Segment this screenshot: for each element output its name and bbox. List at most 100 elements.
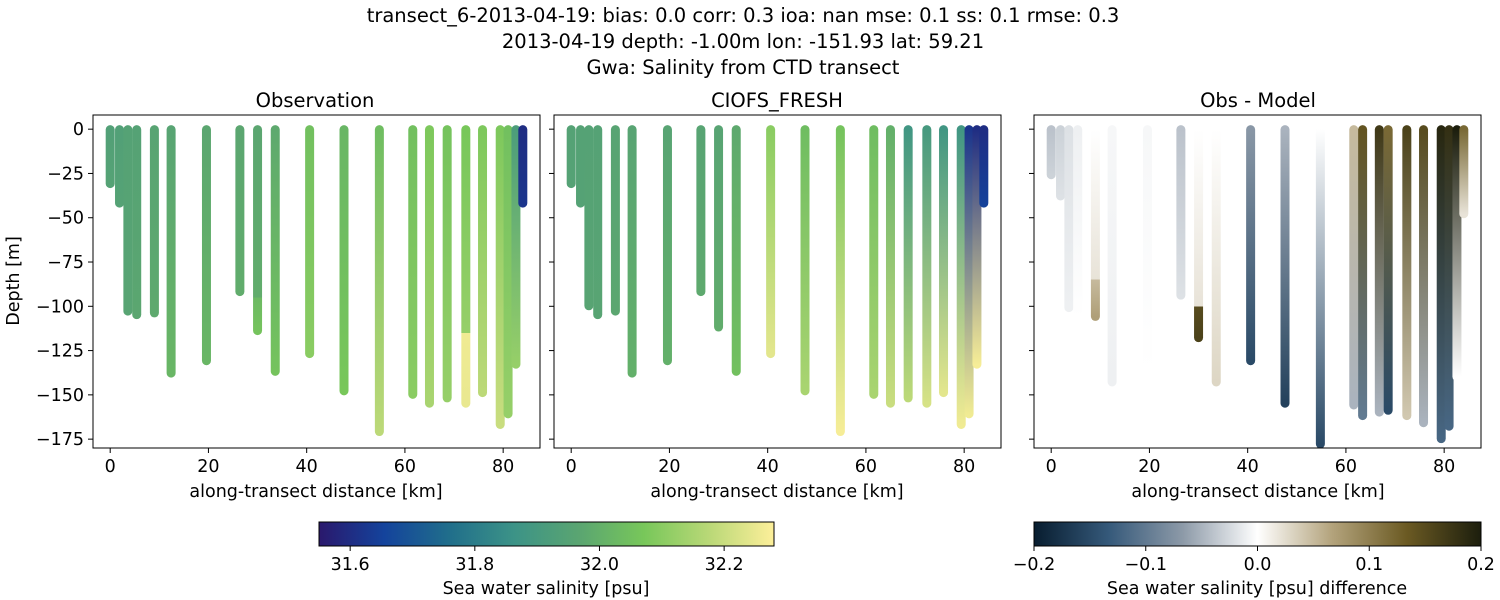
cast-1-10 bbox=[766, 125, 776, 359]
observation-x-axis-label: along-transect distance [km] bbox=[189, 482, 442, 502]
x-tick-label-1-40: 40 bbox=[757, 457, 779, 477]
cast-0-21 bbox=[518, 125, 528, 208]
cast-1-19 bbox=[964, 125, 974, 419]
x-tick-label-0-80: 80 bbox=[492, 457, 514, 477]
cast-0-11 bbox=[339, 125, 349, 396]
difference-casts bbox=[1046, 125, 1469, 449]
model-panel-title: CIOFS_FRESH bbox=[711, 89, 843, 112]
cast-1-1 bbox=[576, 125, 586, 208]
x-tick-label-2-20: 20 bbox=[1138, 457, 1160, 477]
colorbar-tick-label-1-1: −0.1 bbox=[1125, 555, 1168, 575]
x-tick-label-0-60: 60 bbox=[394, 457, 416, 477]
cast-0-19 bbox=[503, 125, 513, 419]
cast-2-8 bbox=[1194, 125, 1204, 343]
colorbar-tick-label-1-4: 0.2 bbox=[1467, 555, 1495, 575]
cast-2-7 bbox=[1176, 125, 1186, 300]
colorbar-tick-label-1-2: 0.0 bbox=[1244, 555, 1272, 575]
model-x-axis-label: along-transect distance [km] bbox=[650, 482, 903, 502]
x-tick-label-2-60: 60 bbox=[1335, 457, 1357, 477]
depth-axis-label: Depth [m] bbox=[4, 236, 24, 326]
cast-2-12 bbox=[1315, 125, 1325, 449]
cast-2-17 bbox=[1402, 125, 1412, 421]
x-tick-label-2-0: 0 bbox=[1046, 457, 1057, 477]
cast-1-8 bbox=[714, 125, 724, 332]
cast-0-0 bbox=[105, 125, 115, 189]
salinity-colorbar-ticks: 31.6 31.8 32.0 32.2 bbox=[331, 546, 744, 575]
y-tick-label--125: −125 bbox=[36, 342, 84, 362]
difference-colorbar-ticks: −0.2 −0.1 0.0 0.1 0.2 bbox=[1013, 546, 1495, 575]
observation-casts bbox=[105, 125, 528, 437]
cast-2-0 bbox=[1046, 125, 1056, 180]
x-tick-label-1-20: 20 bbox=[658, 457, 680, 477]
salinity-colorbar-bar bbox=[318, 521, 775, 547]
salinity-colorbar: 31.6 31.8 32.0 32.2 Sea water salinity [psu… bbox=[318, 521, 775, 599]
y-tick-label-0: 0 bbox=[73, 120, 84, 140]
y-tick-label--100: −100 bbox=[36, 297, 84, 317]
cast-2-3 bbox=[1073, 125, 1083, 321]
x-tick-label-0-0: 0 bbox=[105, 457, 116, 477]
cast-0-13 bbox=[408, 125, 418, 399]
cast-0-12 bbox=[374, 125, 384, 437]
cast-2-4 bbox=[1090, 125, 1100, 321]
cast-1-12 bbox=[835, 125, 845, 437]
cast-2-18 bbox=[1419, 125, 1429, 428]
cast-1-4 bbox=[610, 125, 620, 316]
cast-2-9 bbox=[1211, 125, 1221, 387]
cast-2-1 bbox=[1056, 125, 1066, 201]
model-plot-frame bbox=[553, 114, 1002, 449]
cast-2-14 bbox=[1358, 125, 1368, 421]
model-y-axis bbox=[549, 128, 554, 440]
cast-0-14 bbox=[424, 125, 434, 408]
cast-1-20 bbox=[972, 125, 982, 369]
cast-1-9 bbox=[731, 125, 741, 376]
cast-0-2 bbox=[123, 125, 133, 316]
cast-2-10 bbox=[1246, 125, 1256, 366]
difference-colorbar-bar bbox=[1033, 521, 1482, 547]
cast-1-2 bbox=[584, 125, 594, 311]
x-tick-label-2-80: 80 bbox=[1433, 457, 1455, 477]
difference-plot-frame bbox=[1033, 114, 1482, 449]
cast-0-10 bbox=[305, 125, 315, 359]
colorbar-tick-label-0-3: 32.2 bbox=[705, 555, 744, 575]
cast-1-18 bbox=[956, 125, 966, 429]
x-tick-label-1-80: 80 bbox=[953, 457, 975, 477]
cast-2-5 bbox=[1107, 125, 1117, 387]
cast-0-4 bbox=[149, 125, 159, 318]
difference-panel: Obs - Model 0 20 40 60 80 along-transect dis… bbox=[1029, 89, 1482, 502]
cast-1-13 bbox=[869, 125, 879, 399]
suptitle-line-2: 2013-04-19 depth: -1.00m lon: -151.93 la… bbox=[502, 30, 984, 53]
difference-y-axis bbox=[1029, 128, 1034, 440]
y-tick-label--175: −175 bbox=[36, 430, 84, 450]
y-tick-label--25: −25 bbox=[47, 164, 84, 184]
model-panel: CIOFS_FRESH 0 20 40 60 80 along-transect dis… bbox=[549, 89, 1002, 502]
cast-0-16 bbox=[461, 125, 471, 408]
cast-1-6 bbox=[662, 125, 672, 366]
cast-0-17 bbox=[478, 125, 488, 398]
cast-1-5 bbox=[627, 125, 637, 378]
difference-x-axis: 0 20 40 60 80 bbox=[1046, 448, 1455, 477]
suptitle-line-3: Gwa: Salinity from CTD transect bbox=[587, 56, 900, 79]
colorbar-tick-label-0-0: 31.6 bbox=[331, 555, 370, 575]
cast-2-11 bbox=[1280, 125, 1290, 408]
cast-2-13 bbox=[1349, 125, 1359, 410]
cast-0-6 bbox=[201, 125, 211, 366]
cast-1-16 bbox=[922, 125, 932, 408]
colorbar-tick-label-1-3: 0.1 bbox=[1355, 555, 1383, 575]
cast-1-7 bbox=[696, 125, 706, 297]
colorbar-tick-label-0-2: 32.0 bbox=[580, 555, 619, 575]
difference-colorbar: −0.2 −0.1 0.0 0.1 0.2 Sea water salinity [ps… bbox=[1013, 521, 1495, 599]
observation-x-axis: 0 20 40 60 80 bbox=[105, 448, 514, 477]
cast-1-14 bbox=[885, 125, 895, 408]
cast-2-20 bbox=[1444, 125, 1454, 431]
cast-2-21 bbox=[1452, 125, 1462, 382]
cast-1-17 bbox=[939, 125, 949, 398]
difference-colorbar-label: Sea water salinity [psu] difference bbox=[1107, 579, 1407, 599]
cast-0-8 bbox=[253, 125, 263, 336]
colorbar-tick-label-1-0: −0.2 bbox=[1013, 555, 1056, 575]
cast-0-5 bbox=[166, 125, 176, 378]
x-tick-label-2-40: 40 bbox=[1237, 457, 1259, 477]
cast-0-3 bbox=[132, 125, 142, 320]
observation-y-axis: 0 −25 −50 −75 −100 −125 −150 −175 bbox=[36, 120, 93, 450]
x-tick-label-1-60: 60 bbox=[855, 457, 877, 477]
cast-2-15 bbox=[1374, 125, 1384, 417]
